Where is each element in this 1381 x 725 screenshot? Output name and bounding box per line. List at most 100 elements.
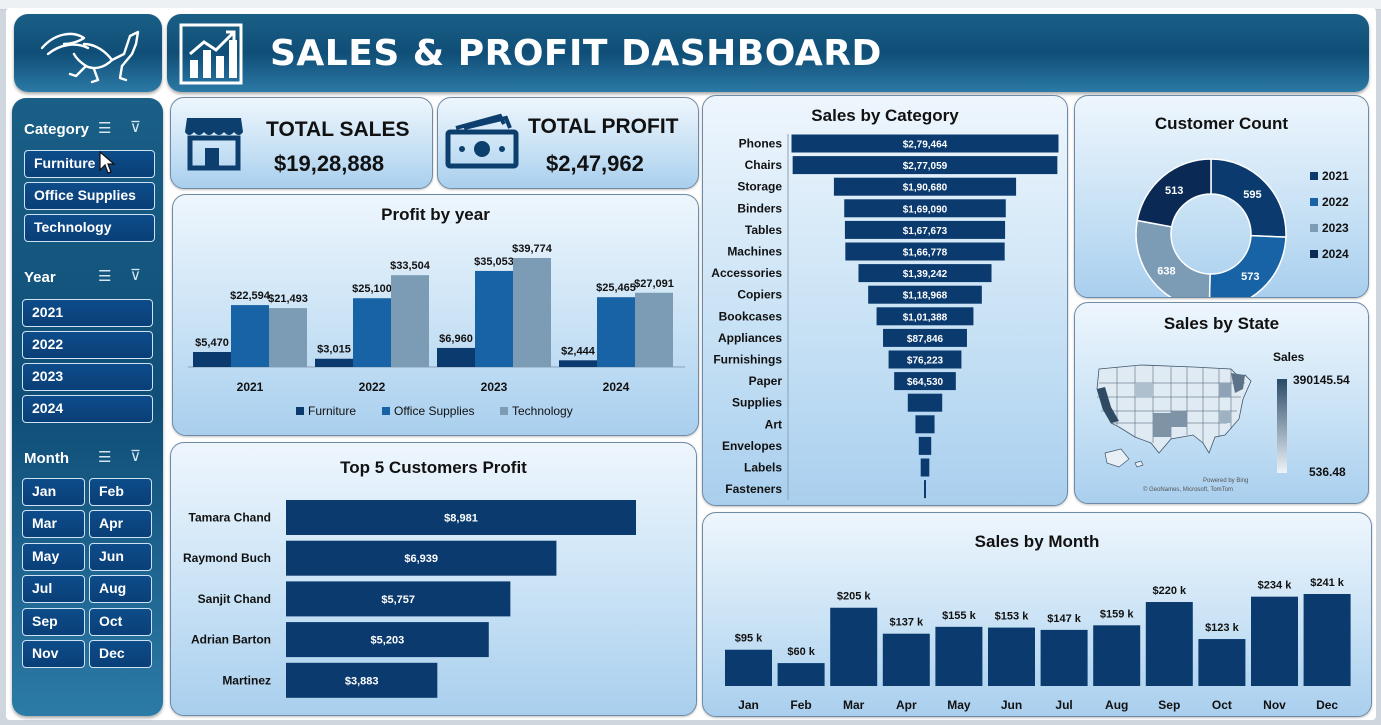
data-label-technology-2021: $21,493 bbox=[268, 293, 308, 305]
bar-bookcases bbox=[876, 307, 974, 326]
bar-office-supplies-2024 bbox=[597, 297, 635, 367]
multi-select-icon[interactable]: ☰ bbox=[98, 120, 112, 137]
data-label-tables: $1,67,673 bbox=[903, 226, 948, 237]
sales-by-category-chart: $2,79,464 Phones $2,77,059 Chairs $1,90,680 S… bbox=[711, 134, 1059, 500]
slicer-item-jul[interactable]: Jul bbox=[22, 575, 85, 604]
data-label-jan: $95 k bbox=[735, 633, 763, 645]
bar-labels bbox=[920, 458, 930, 477]
bar-fasteners bbox=[924, 480, 926, 499]
slice-label-2022: 573 bbox=[1241, 271, 1259, 283]
bar-dec bbox=[1303, 594, 1351, 686]
state-legend-min: 536.48 bbox=[1309, 465, 1346, 479]
slicer-item-jun[interactable]: Jun bbox=[89, 542, 152, 571]
x-tick-dec: Dec bbox=[1316, 698, 1338, 712]
slicer-item-technology[interactable]: Technology bbox=[24, 214, 155, 242]
category-label-binders: Binders bbox=[737, 201, 782, 215]
clear-filter-icon[interactable]: ⊽ bbox=[130, 448, 141, 465]
category-label-fasteners: Fasteners bbox=[725, 482, 782, 496]
sales-by-state-panel: Sales by State Sales 390145.54 536.48 Po… bbox=[1074, 302, 1369, 504]
data-label-aug: $159 k bbox=[1100, 608, 1135, 620]
slicer-item-may[interactable]: May bbox=[22, 542, 85, 571]
bar-furniture-2024 bbox=[559, 360, 597, 367]
bar-adrian-barton bbox=[286, 622, 489, 658]
slicer-item-2023[interactable]: 2023 bbox=[22, 363, 153, 391]
bar-jul bbox=[1040, 629, 1088, 686]
data-label-adrian-barton: $5,203 bbox=[371, 635, 405, 647]
x-tick-2024: 2024 bbox=[603, 380, 630, 394]
x-tick-feb: Feb bbox=[790, 698, 811, 712]
category-label-bookcases: Bookcases bbox=[719, 309, 783, 323]
data-label-paper: $64,530 bbox=[907, 377, 944, 388]
category-label-adrian-barton: Adrian Barton bbox=[191, 633, 271, 647]
map-credit-bing: Powered by Bing bbox=[1203, 478, 1249, 484]
profit-by-year-chart: $5,470 $22,594$21,493 2021 $3,015 $25,100 $33… bbox=[188, 243, 685, 418]
dashboard-title: SALES & PROFIT DASHBOARD bbox=[270, 33, 882, 74]
bar-technology-2022 bbox=[391, 275, 429, 367]
bar-jun bbox=[988, 627, 1035, 686]
slicer-item-aug[interactable]: Aug bbox=[89, 575, 152, 604]
slicer-item-jan[interactable]: Jan bbox=[22, 478, 85, 506]
store-icon bbox=[185, 118, 243, 171]
legend-label-office-supplies: Office Supplies bbox=[394, 404, 475, 418]
category-label-martinez: Martinez bbox=[222, 673, 271, 687]
sales-by-category-title: Sales by Category bbox=[811, 106, 959, 125]
data-label-machines: $1,66,778 bbox=[903, 248, 948, 259]
data-label-oct: $123 k bbox=[1205, 622, 1240, 634]
bar-jan bbox=[725, 649, 772, 686]
multi-select-icon[interactable]: ☰ bbox=[98, 449, 112, 466]
bar-chart-icon bbox=[179, 23, 243, 85]
x-tick-sep: Sep bbox=[1158, 698, 1180, 712]
slicer-item-oct[interactable]: Oct bbox=[89, 607, 152, 636]
slicer-item-furniture[interactable]: Furniture bbox=[24, 150, 155, 178]
data-label-binders: $1,69,090 bbox=[903, 204, 948, 215]
bar-phones bbox=[791, 134, 1059, 153]
customer-count-chart: 595 573 638 513 2021 2022 2023 2024 bbox=[1135, 158, 1349, 297]
legend-swatch-office-supplies bbox=[382, 407, 390, 415]
bar-sep bbox=[1145, 602, 1193, 686]
bar-technology-2021 bbox=[269, 308, 307, 367]
slicer-item-sep[interactable]: Sep bbox=[22, 607, 85, 636]
bar-oct bbox=[1198, 639, 1246, 686]
data-label-technology-2022: $33,504 bbox=[390, 260, 431, 272]
data-label-sanjit-chand: $5,757 bbox=[381, 594, 415, 606]
slicer-item-apr[interactable]: Apr bbox=[89, 510, 152, 539]
slicer-item-feb[interactable]: Feb bbox=[89, 478, 152, 506]
category-label-paper: Paper bbox=[749, 374, 783, 388]
legend-swatch-technology bbox=[500, 407, 508, 415]
data-label-furniture-2021: $5,470 bbox=[195, 337, 229, 349]
category-label-machines: Machines bbox=[727, 245, 782, 259]
multi-select-icon[interactable]: ☰ bbox=[98, 268, 112, 285]
data-label-office-supplies-2022: $25,100 bbox=[352, 283, 392, 295]
bar-copiers bbox=[868, 285, 982, 304]
slicer-item-dec[interactable]: Dec bbox=[89, 640, 152, 668]
slicer-item-mar[interactable]: Mar bbox=[22, 510, 85, 539]
slicer-item-2022[interactable]: 2022 bbox=[22, 331, 153, 359]
sales-by-state-title: Sales by State bbox=[1163, 314, 1280, 333]
clear-filter-icon[interactable]: ⊽ bbox=[130, 119, 141, 136]
bar-furniture-2021 bbox=[193, 352, 231, 367]
bar-nov bbox=[1251, 596, 1298, 686]
slicer-item-nov[interactable]: Nov bbox=[22, 640, 85, 668]
data-label-tamara-chand: $8,981 bbox=[444, 513, 478, 525]
total-sales-label: TOTAL SALES bbox=[266, 118, 410, 141]
data-label-office-supplies-2023: $35,053 bbox=[474, 256, 514, 268]
data-label-phones: $2,79,464 bbox=[903, 140, 948, 151]
slice-2022 bbox=[1208, 234, 1287, 297]
data-label-martinez: $3,883 bbox=[345, 675, 379, 687]
cash-icon bbox=[445, 113, 519, 169]
top-customers-title: Top 5 Customers Profit bbox=[340, 458, 527, 477]
slicer-item-2024[interactable]: 2024 bbox=[22, 395, 153, 423]
clear-filter-icon[interactable]: ⊽ bbox=[130, 267, 141, 284]
category-label-chairs: Chairs bbox=[745, 158, 783, 172]
slicer-item-2021[interactable]: 2021 bbox=[22, 299, 153, 327]
bar-technology-2023 bbox=[513, 258, 551, 367]
bar-sanjit-chand bbox=[286, 581, 511, 617]
data-label-furniture-2024: $2,444 bbox=[561, 345, 596, 357]
data-label-raymond-buch: $6,939 bbox=[404, 553, 438, 565]
customer-count-panel: Customer Count 595 573 638 513 2021 2022 2023 2… bbox=[1074, 95, 1369, 298]
data-label-copiers: $1,18,968 bbox=[903, 291, 948, 302]
slicer-item-office-supplies[interactable]: Office Supplies bbox=[24, 182, 155, 210]
bar-apr bbox=[882, 633, 930, 686]
total-profit-label: TOTAL PROFIT bbox=[528, 115, 679, 138]
bar-technology-2024 bbox=[635, 292, 673, 367]
